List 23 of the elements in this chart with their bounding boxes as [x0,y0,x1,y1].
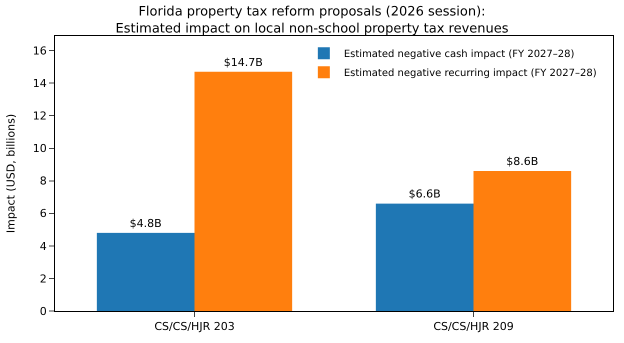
x-tick-label: CS/CS/HJR 209 [433,320,514,334]
bar [474,171,572,311]
y-axis-title: Impact (USD, billions) [4,114,18,234]
bar [96,232,194,311]
y-tick-label: 14 [32,77,47,90]
y-tick-label: 12 [32,110,47,123]
data-label: $6.6B [408,188,441,201]
bar [194,72,292,311]
data-label: $4.8B [130,216,162,230]
y-tick-label: 8 [40,174,47,188]
chart-title: Florida property tax reform proposals (2026 session): Estimated impact on local non-school property tax revenues [115,4,509,36]
y-tick-label: 6 [40,207,47,220]
data-label: $14.7B [224,56,263,69]
y-tick-label: 4 [40,240,47,253]
bar [376,204,474,311]
x-tick-label: CS/CS/HJR 203 [154,320,235,334]
y-tick-label: 0 [40,304,47,318]
legend-label: Estimated negative cash impact (FY 2027–28) [344,49,575,60]
legend-label: Estimated negative recurring impact (FY 2027–28) [344,68,597,80]
y-tick-label: 16 [32,44,47,58]
y-tick-label: 10 [32,142,47,156]
y-tick-label: 2 [40,272,47,286]
data-label: $8.6B [506,155,538,168]
